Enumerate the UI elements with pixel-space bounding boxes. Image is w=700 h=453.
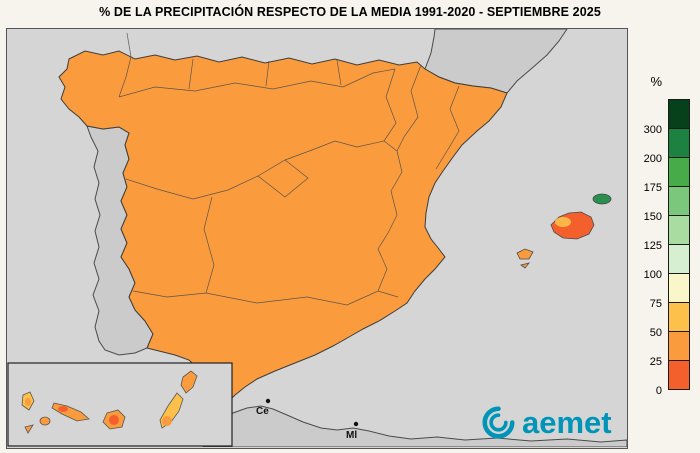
aemet-swirl-icon [482,406,515,439]
legend-swatch [668,244,690,274]
precipitation-map: Ce Ml [6,28,628,449]
legend-swatch [668,360,690,390]
ceuta-melilla: Ce Ml [256,398,359,441]
legend-step: 200 [628,128,692,165]
legend-swatch [668,99,690,129]
legend-step: 50 [628,302,692,339]
page-title: % DE LA PRECIPITACIÓN RESPECTO DE LA MED… [99,5,601,19]
legend-tick-label: 300 [643,124,662,136]
legend-step: 75 [628,273,692,310]
balearic-islands [516,193,612,269]
legend-tick-label: 175 [643,182,662,194]
legend-swatch [668,302,690,332]
legend-tick-label: 100 [643,269,662,281]
legend-step: 25 [628,331,692,368]
region-borders [118,32,460,306]
legend-step: 100 [628,244,692,281]
canary-inset [7,362,233,447]
legend-colorbar: 300 200 175 150 125 100 75 50 [628,99,692,397]
aemet-logo-text: aemet [522,405,612,440]
legend-tick-label: 25 [649,356,662,368]
legend-tick-label: 0 [655,385,662,397]
legend-tick-label: 125 [643,240,662,252]
legend-swatch [668,273,690,303]
legend-step: 0 [628,360,692,397]
legend-tick-label: 75 [649,298,662,310]
legend-swatch [668,157,690,187]
legend-tick-label: 150 [643,211,662,223]
melilla-label: Ml [346,430,357,441]
legend-swatch [668,128,690,158]
legend-step: 300 [628,99,692,136]
precip-legend: % 300 200 175 150 125 100 75 [628,74,692,397]
legend-swatch [668,186,690,216]
ceuta-label: Ce [256,406,269,417]
legend-tick-label: 200 [643,153,662,165]
africa-landmass [202,405,627,447]
legend-swatch [668,215,690,245]
aemet-logo: aemet [482,406,612,439]
legend-step: 175 [628,157,692,194]
legend-unit-label: % [650,74,662,89]
legend-step: 150 [628,186,692,223]
legend-tick-label: 50 [649,327,662,339]
legend-step: 125 [628,215,692,252]
map-svg: Ce Ml [7,29,627,447]
legend-swatch [668,331,690,361]
